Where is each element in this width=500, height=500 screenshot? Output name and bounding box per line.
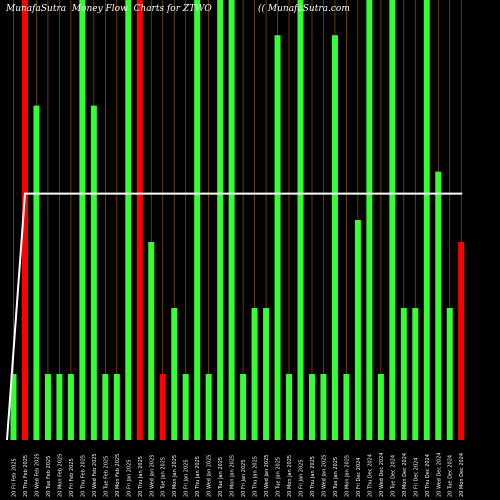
bar: [263, 308, 270, 440]
x-tick-label: 20 Fri Dec 2024: [356, 458, 362, 498]
x-tick-label: 20 Thu Jan 2025: [138, 456, 144, 497]
bar: [44, 374, 51, 440]
x-tick-label: 20 Fri Jan 2025: [184, 459, 190, 497]
bar: [205, 374, 212, 440]
x-tick-label: 20 Thu Jan 2025: [195, 456, 201, 497]
bar: [67, 374, 74, 440]
bar: [354, 220, 361, 440]
x-tick-label: 20 Wed Dec 2024: [379, 453, 385, 497]
x-tick-label: 20 Mon Jan 2025: [287, 455, 293, 497]
bar: [458, 242, 465, 440]
x-tick-label: 20 Thu Jan 2025: [310, 456, 316, 497]
x-tick-label: 20 Tue Jan 2025: [161, 457, 167, 497]
bar: [56, 374, 63, 440]
bar: [366, 0, 373, 440]
bar: [435, 171, 442, 440]
bar: [159, 374, 166, 440]
bar: [343, 374, 350, 440]
bar: [102, 374, 109, 440]
x-tick-label: 20 Wed Feb 2025: [34, 453, 40, 497]
bar: [251, 308, 258, 440]
x-tick-label: 20 Tue Jan 2025: [333, 457, 339, 497]
x-tick-label: 20 Mon Jan 2025: [172, 455, 178, 497]
x-tick-label: 20 Tue Dec 2024: [448, 455, 454, 497]
bar: [33, 105, 40, 440]
x-tick-label: 20 Wed Dec 2024: [436, 453, 442, 497]
bar: [125, 0, 132, 440]
line-series: [6, 192, 463, 441]
x-tick-label: 20 Wed Jan 2025: [207, 455, 213, 497]
x-tick-label: 20 Fri Jan 2025: [126, 459, 132, 497]
x-tick-label: 20 Fri Feb 2025: [69, 458, 75, 497]
x-tick-label: 20 Tue Feb 2025: [46, 456, 52, 497]
x-tick-label: 20 Fri Jan 2025: [241, 459, 247, 497]
bar: [308, 374, 315, 440]
bar: [412, 308, 419, 440]
bar: [274, 35, 281, 440]
x-tick-label: 20 Wed Jan 2025: [149, 455, 155, 497]
x-tick-label: 20 Mon Feb 2025: [115, 454, 121, 497]
bar: [194, 0, 201, 440]
x-tick-label: 20 Tue Dec 2024: [390, 455, 396, 497]
x-tick-label: 20 Thu Dec 2024: [367, 454, 373, 497]
x-tick-label: 20 Mon Jan 2025: [230, 455, 236, 497]
bar: [79, 0, 86, 440]
x-tick-label: 20 Thu Feb 2025: [23, 455, 29, 497]
x-tick-label: 20 Thu Jan 2025: [253, 456, 259, 497]
x-tick-label: 20 Fri Feb 2025: [12, 458, 18, 497]
money-flow-line: [6, 192, 463, 441]
x-axis-tick-labels: 20 Fri Feb 2025 20 Thu Feb 2025 20 Wed Feb…: [12, 453, 466, 497]
bar: [228, 0, 235, 440]
bar: [171, 308, 178, 440]
bar: [136, 0, 143, 440]
x-tick-label: 20 Tue Feb 2025: [103, 456, 109, 497]
x-tick-label: 20 Wed Jan 2025: [264, 455, 270, 497]
x-tick-label: 20 Tue Jan 2025: [276, 457, 282, 497]
x-tick-label: 20 Mon Dec 2024: [402, 453, 408, 497]
x-tick-label: 20 Wed Feb 2025: [92, 453, 98, 497]
bar: [148, 242, 155, 440]
bar-series: [10, 0, 465, 440]
bar: [286, 374, 293, 440]
bar: [446, 308, 453, 440]
x-tick-label: 20 Tue Jan 2025: [218, 457, 224, 497]
x-tick-label: 20 Mon Jan 2025: [344, 455, 350, 497]
bar: [240, 374, 247, 440]
bar: [400, 308, 407, 440]
x-tick-label: 20 Thu Feb 2025: [80, 455, 86, 497]
bar: [10, 374, 17, 440]
bar: [217, 0, 224, 440]
x-tick-label: 20 Wed Jan 2025: [321, 455, 327, 497]
bar: [297, 0, 304, 440]
bar: [331, 35, 338, 440]
bar: [182, 374, 189, 440]
bar: [389, 0, 396, 440]
bar: [423, 0, 430, 440]
x-tick-label: 20 Fri Jan 2025: [299, 459, 305, 497]
x-tick-label: 20 Thu Dec 2024: [425, 454, 431, 497]
x-tick-label: 20 Fri Dec 2024: [413, 458, 419, 498]
bar: [21, 0, 28, 440]
bar: [90, 105, 97, 440]
bar: [377, 374, 384, 440]
x-tick-label: 20 Mon Dec 2024: [459, 453, 465, 497]
x-tick-label: 20 Mon Feb 2025: [57, 454, 63, 497]
chart-title: MunafaSutra Money Flow Charts for ZTWO: [6, 4, 212, 14]
watermark-text: (( MunafaSutra.com: [258, 4, 350, 14]
bar: [320, 374, 327, 440]
bar: [113, 374, 120, 440]
